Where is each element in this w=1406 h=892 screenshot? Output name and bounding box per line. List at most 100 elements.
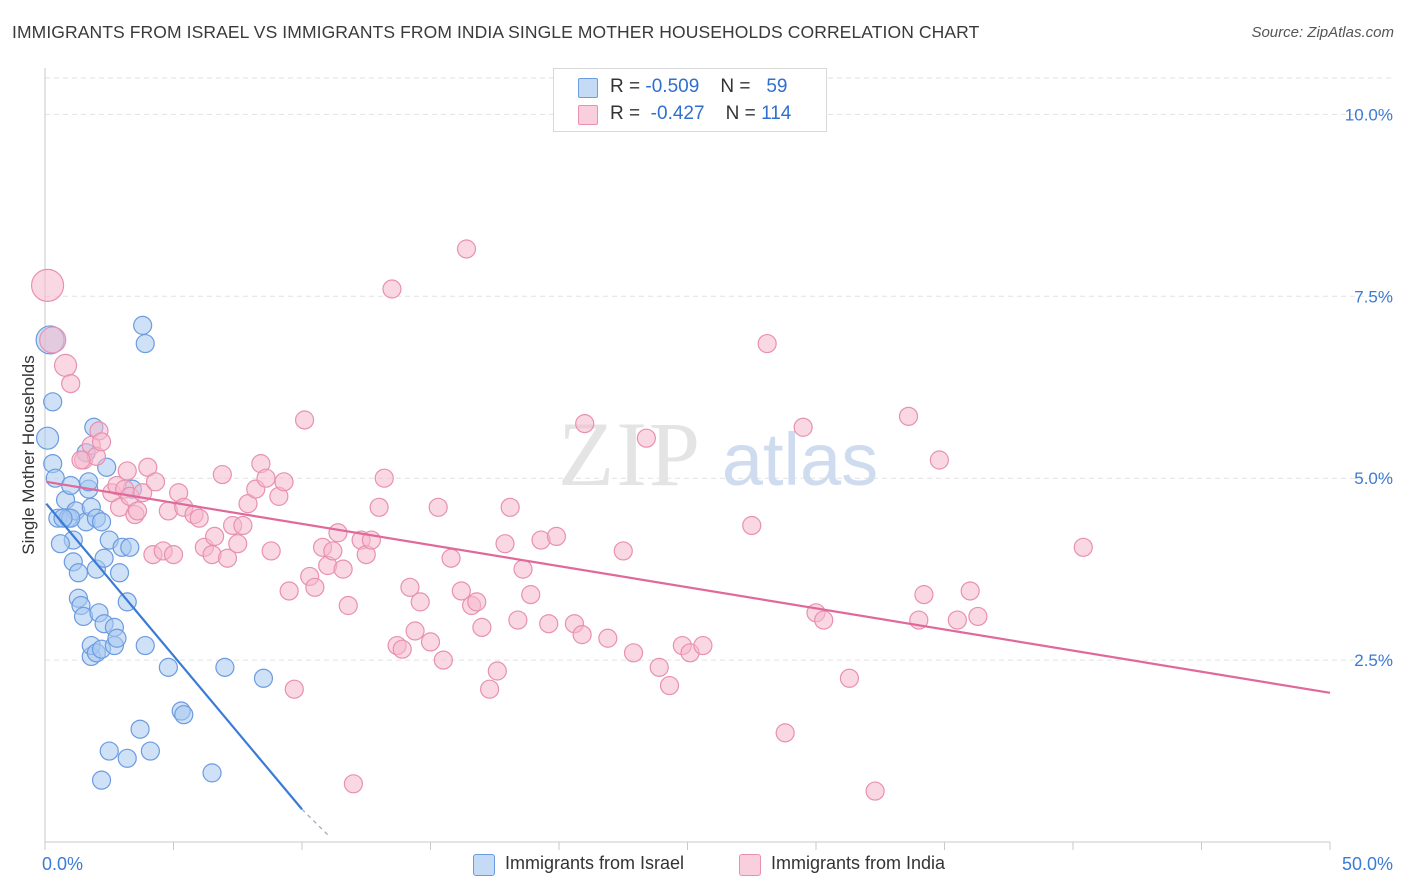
israel-point	[120, 537, 140, 557]
n-value: 59	[766, 76, 788, 97]
israel-point	[68, 563, 89, 583]
y-tick-label: 2.5%	[1354, 651, 1393, 670]
india-point	[480, 679, 500, 699]
india-point	[757, 333, 777, 354]
india-point	[294, 410, 315, 430]
israel-trend-line	[45, 502, 303, 810]
r-label: R =	[610, 76, 641, 97]
india-point	[333, 559, 353, 579]
india-point	[127, 501, 148, 521]
india-point	[305, 577, 325, 597]
india-point	[521, 585, 541, 605]
watermark: ZIP atlas	[558, 403, 878, 505]
israel-point	[158, 657, 178, 677]
india-point	[513, 559, 533, 579]
tick-labels: 2.5% 5.0% 7.5% 10.0% 0.0% 50.0%	[42, 105, 1393, 874]
india-point	[369, 497, 389, 517]
israel-legend-swatch	[473, 854, 495, 876]
india-point	[598, 628, 618, 648]
israel-point	[253, 668, 274, 688]
india-point	[117, 461, 137, 481]
india-point	[659, 675, 680, 696]
israel-point	[91, 512, 112, 532]
india-point	[613, 541, 633, 561]
israel-point	[109, 563, 130, 583]
israel-point	[107, 628, 127, 648]
india-point	[323, 541, 343, 561]
india-point	[839, 668, 860, 688]
india-point	[233, 515, 253, 536]
india-point	[261, 541, 281, 561]
india-point	[338, 595, 358, 616]
india-point	[508, 610, 528, 630]
r-label: R =	[610, 103, 641, 124]
data-points	[30, 239, 1093, 801]
india-point	[163, 544, 184, 565]
israel-trend-extension	[301, 808, 329, 836]
india-point	[775, 723, 795, 743]
india-point	[91, 432, 112, 452]
israel-point	[50, 534, 71, 554]
india-point	[228, 534, 248, 554]
india-point	[649, 657, 669, 677]
india-point	[217, 548, 238, 568]
india-point	[693, 635, 713, 656]
legend-label: Immigrants from India	[771, 853, 946, 873]
india-point	[814, 610, 834, 630]
india-point	[433, 650, 453, 670]
n-label: N =	[720, 76, 751, 97]
israel-point	[117, 748, 137, 768]
india-point	[343, 774, 363, 794]
n-value: 114	[761, 103, 792, 124]
y-tick-label: 10.0%	[1345, 105, 1393, 124]
stats-legend: R = -0.509 N = 59 R = -0.427 N = 114	[553, 68, 827, 132]
chart-title: IMMIGRANTS FROM ISRAEL VS IMMIGRANTS FRO…	[12, 22, 980, 42]
india-point	[30, 268, 65, 302]
israel-point	[43, 392, 63, 412]
india-point	[914, 585, 934, 605]
india-point	[212, 464, 232, 485]
axes	[44, 68, 1331, 850]
israel-point	[35, 426, 60, 450]
india-point	[929, 450, 949, 470]
israel-point	[133, 315, 153, 335]
india-point	[467, 592, 487, 612]
india-point	[39, 326, 67, 354]
r-value: -0.427	[650, 103, 705, 124]
y-tick-label: 7.5%	[1354, 287, 1393, 306]
y-tick-label: 5.0%	[1354, 469, 1393, 488]
india-point	[400, 577, 420, 597]
x-tick-label: 50.0%	[1342, 854, 1393, 874]
israel-swatch	[578, 78, 598, 98]
india-point	[392, 639, 412, 659]
israel-point	[135, 635, 155, 656]
india-point	[256, 468, 276, 488]
india-trend-line	[46, 480, 1331, 694]
india-point	[145, 472, 166, 492]
india-point	[205, 526, 225, 547]
israel-point	[174, 705, 194, 725]
india-legend-swatch	[739, 854, 761, 876]
israel-point	[135, 333, 155, 354]
source-label: Source: ZipAtlas.com	[1251, 24, 1394, 41]
india-swatch	[578, 105, 598, 125]
india-point	[53, 353, 78, 378]
israel-point	[202, 763, 222, 783]
india-point	[572, 625, 592, 645]
india-point	[742, 515, 762, 536]
india-point	[428, 497, 448, 517]
israel-point	[215, 657, 235, 677]
india-point	[61, 374, 81, 394]
israel-point	[79, 472, 99, 492]
india-point	[487, 661, 507, 681]
india-point	[441, 548, 461, 568]
india-point	[636, 428, 656, 448]
india-point	[274, 472, 294, 492]
india-point	[456, 239, 477, 259]
india-point	[1073, 537, 1093, 557]
israel-point	[94, 548, 114, 568]
india-point	[495, 534, 515, 554]
india-point	[410, 592, 430, 612]
india-point	[898, 406, 919, 426]
